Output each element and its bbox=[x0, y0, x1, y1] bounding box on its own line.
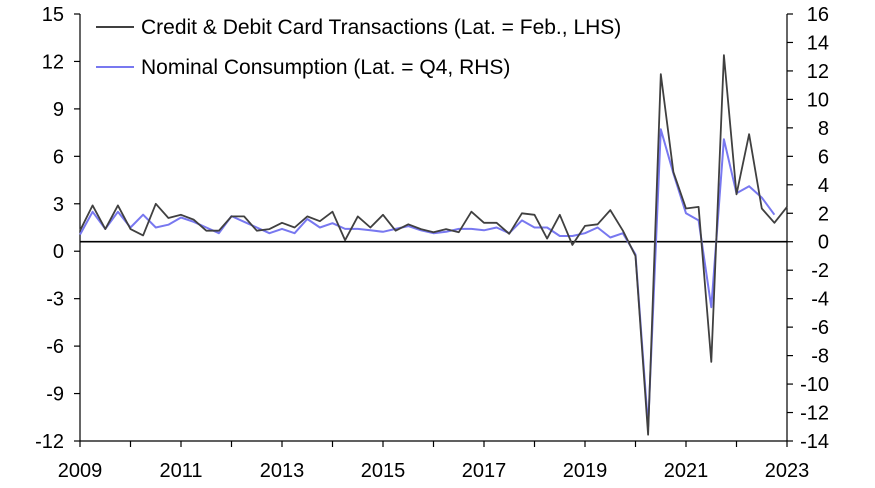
right-tick-label: -6 bbox=[811, 317, 829, 339]
right-tick-label: -2 bbox=[811, 260, 829, 282]
right-tick-label: 6 bbox=[818, 146, 829, 168]
left-tick-label: 15 bbox=[42, 4, 64, 26]
right-tick-label: -12 bbox=[800, 403, 829, 425]
x-tick-label: 2015 bbox=[361, 460, 406, 482]
series-layer bbox=[79, 54, 788, 436]
right-tick-label: 10 bbox=[807, 89, 829, 111]
axes-layer: 15 12 9 6 3 0 -3 -6 -9 -12 16 14 12 10 8 6 4 2 0 -2 -4 -6 -8 -1… bbox=[35, 4, 829, 482]
right-tick-label: 14 bbox=[807, 32, 829, 54]
x-tick-label: 2019 bbox=[563, 460, 608, 482]
right-tick-label: -14 bbox=[800, 431, 829, 453]
right-tick-label: 16 bbox=[807, 4, 829, 26]
left-tick-label: 6 bbox=[53, 146, 64, 168]
left-tick-label: -12 bbox=[35, 431, 64, 453]
series-line-nominal-consumption bbox=[79, 128, 776, 428]
right-tick-label: -8 bbox=[811, 346, 829, 368]
x-tick-label: 2013 bbox=[260, 460, 305, 482]
right-tick-label: 4 bbox=[818, 175, 829, 197]
x-tick-label: 2009 bbox=[58, 460, 103, 482]
x-tick-label: 2023 bbox=[765, 460, 810, 482]
legend: Credit & Debit Card Transactions (Lat. =… bbox=[96, 16, 621, 79]
series-line-card-transactions bbox=[79, 54, 788, 436]
left-tick-label: 0 bbox=[53, 241, 64, 263]
right-tick-label: 12 bbox=[807, 61, 829, 83]
x-tick-label: 2011 bbox=[159, 460, 202, 482]
left-tick-label: 3 bbox=[53, 194, 64, 216]
left-tick-label: -9 bbox=[46, 384, 64, 406]
x-tick-label: 2017 bbox=[462, 460, 507, 482]
legend-label-card-transactions: Credit & Debit Card Transactions (Lat. =… bbox=[141, 16, 621, 39]
left-tick-label: -3 bbox=[46, 289, 64, 311]
left-tick-label: -6 bbox=[46, 336, 64, 358]
legend-label-nominal-consumption: Nominal Consumption (Lat. = Q4, RHS) bbox=[141, 56, 510, 79]
right-tick-label: -10 bbox=[800, 374, 829, 396]
right-tick-label: 2 bbox=[818, 203, 829, 225]
right-tick-label: -4 bbox=[811, 289, 829, 311]
left-tick-label: 9 bbox=[53, 99, 64, 121]
x-tick-label: 2021 bbox=[664, 460, 709, 482]
left-tick-label: 12 bbox=[42, 51, 64, 73]
right-tick-label: 8 bbox=[818, 118, 829, 140]
right-tick-label: 0 bbox=[818, 232, 829, 254]
